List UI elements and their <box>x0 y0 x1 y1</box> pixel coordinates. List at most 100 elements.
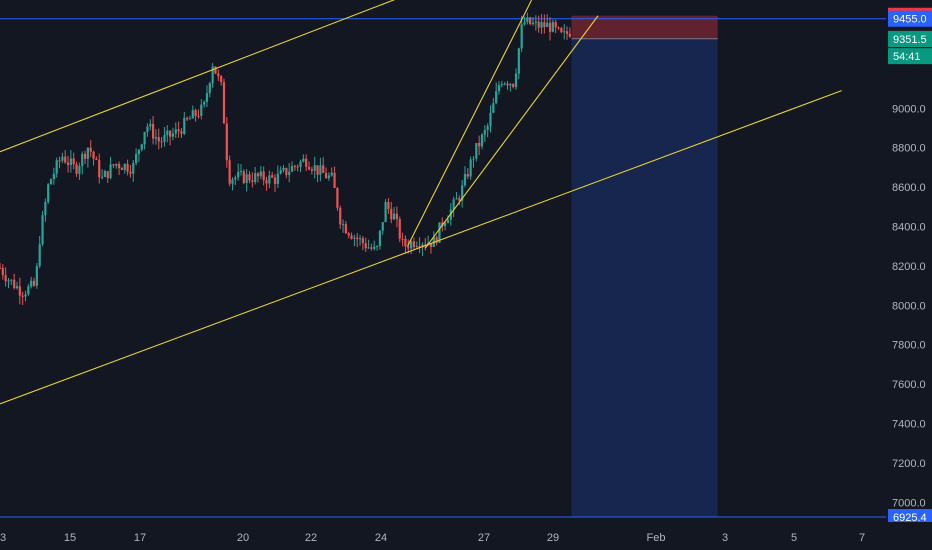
candle-body <box>183 117 186 134</box>
candle <box>305 154 308 171</box>
candle <box>75 161 78 177</box>
x-tick-label: 27 <box>478 532 490 544</box>
candle <box>520 15 523 52</box>
candle-body <box>489 112 492 126</box>
candle-body <box>273 177 277 184</box>
candle-body <box>458 198 461 201</box>
candle-body <box>83 153 87 159</box>
y-tick-label: 8000.0 <box>892 300 926 312</box>
candle <box>461 180 464 208</box>
candle-body <box>316 165 319 175</box>
candle <box>333 166 336 189</box>
candle <box>66 155 70 173</box>
candle-body <box>517 48 520 74</box>
candle-body <box>560 28 563 33</box>
candle <box>92 150 95 166</box>
candle <box>126 159 129 176</box>
price-badge <box>888 10 932 27</box>
price-badge <box>888 508 932 525</box>
candle-body <box>500 84 503 86</box>
candle-body <box>302 158 305 162</box>
candle-body <box>100 176 104 178</box>
candle-body <box>32 280 36 286</box>
candle-body <box>78 166 81 174</box>
candle <box>273 174 277 193</box>
candle <box>203 100 206 108</box>
candle <box>86 147 89 168</box>
candle-body <box>344 224 347 234</box>
candle-body <box>395 213 399 220</box>
candle <box>543 14 546 34</box>
candle <box>149 119 152 131</box>
candle <box>222 78 226 124</box>
candle <box>103 169 107 178</box>
candle-body <box>486 125 489 131</box>
candle-body <box>387 201 390 209</box>
candle <box>455 192 458 200</box>
candle <box>316 165 319 183</box>
candle-body <box>157 137 160 142</box>
price-badge <box>888 31 932 48</box>
candle <box>463 166 467 188</box>
candle <box>58 156 61 169</box>
candle-body <box>55 160 58 174</box>
candle-body <box>15 286 19 289</box>
candle-body <box>180 131 183 134</box>
candle-body <box>163 135 166 142</box>
candle-body <box>563 31 566 33</box>
candle-body <box>398 219 401 239</box>
candle <box>424 238 427 251</box>
trend-line <box>0 0 396 153</box>
candle <box>458 195 461 206</box>
candle <box>407 239 410 254</box>
candle-body <box>520 24 523 49</box>
stop-zone <box>571 15 718 39</box>
candle-body <box>30 280 33 287</box>
candle <box>245 168 248 192</box>
candle-body <box>129 171 132 174</box>
candle <box>13 273 16 290</box>
candle-body <box>319 165 322 175</box>
candle-body <box>81 153 84 167</box>
candle <box>123 163 126 174</box>
candle <box>486 123 489 138</box>
candle <box>307 161 311 171</box>
candle-body <box>58 160 61 162</box>
candle-body <box>350 235 353 239</box>
candle-body <box>548 22 552 32</box>
candle-body <box>466 173 469 177</box>
candle-body <box>370 247 373 249</box>
candle-body <box>251 180 254 182</box>
candle-body <box>483 130 486 135</box>
candle-body <box>472 158 475 160</box>
candle <box>290 161 294 173</box>
candle <box>157 128 160 150</box>
candle <box>554 19 557 34</box>
candle-body <box>228 160 231 184</box>
candle-body <box>509 83 512 86</box>
candle <box>319 157 322 182</box>
candle-body <box>551 22 554 32</box>
candle-body <box>444 223 447 227</box>
candle <box>32 277 36 287</box>
candle-body <box>89 147 92 152</box>
candle-body <box>412 241 416 248</box>
candle <box>282 164 285 173</box>
candle <box>563 24 566 40</box>
candle-body <box>446 219 450 224</box>
candle-body <box>24 294 27 297</box>
candle <box>44 198 47 222</box>
candle-body <box>146 126 149 133</box>
candle-body <box>169 130 172 137</box>
candle-body <box>214 66 217 74</box>
candle <box>302 154 305 163</box>
candle <box>72 152 75 170</box>
candle <box>35 262 38 289</box>
candle <box>239 164 243 176</box>
candle-body <box>441 222 444 227</box>
candle-body <box>455 198 458 200</box>
candle <box>478 135 481 156</box>
candle <box>117 161 121 176</box>
